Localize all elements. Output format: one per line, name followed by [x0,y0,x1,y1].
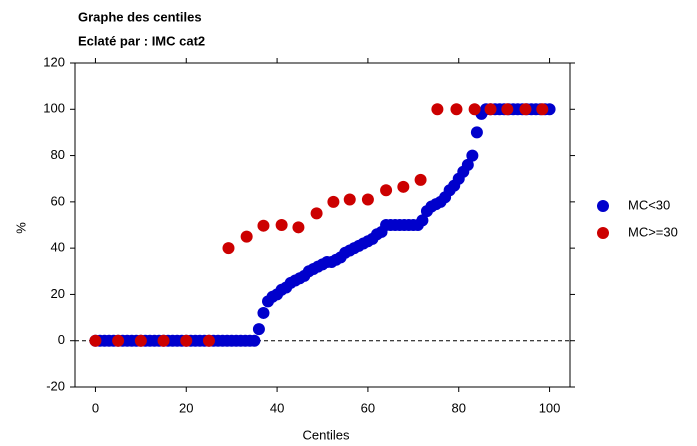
x-tick-label: 20 [179,400,193,415]
x-axis-label: Centiles [303,427,350,442]
point [240,230,253,243]
legend-label: MC>=30 [628,224,678,239]
y-tick-label: 0 [58,332,65,347]
point [257,306,270,319]
point [466,149,479,162]
point [468,103,481,116]
point [257,219,270,232]
y-tick-label: -20 [46,378,65,393]
point [484,103,497,116]
chart-subtitle: Eclaté par : IMC cat2 [78,33,205,48]
point [380,184,393,197]
y-tick-label: 40 [51,240,65,255]
plot-frame [74,62,571,388]
point [327,195,340,208]
point [252,323,265,336]
chart-title: Graphe des centiles [78,9,202,24]
point [112,334,125,347]
point [431,103,444,116]
y-tick-label: 80 [51,147,65,162]
legend-label: MC<30 [628,197,670,212]
point [470,126,483,139]
point [157,334,170,347]
x-tick-label: 100 [539,400,561,415]
point [501,103,514,116]
point [275,219,288,231]
point [536,103,549,116]
point [180,334,193,347]
y-tick-label: 100 [43,101,65,116]
point [89,334,102,347]
y-tick-label: 120 [43,54,65,69]
x-tick-label: 0 [92,400,99,415]
legend-marker [597,227,609,239]
point [310,207,323,220]
y-tick-label: 20 [51,286,65,301]
point [361,193,374,206]
point [450,103,463,116]
y-tick-label: 60 [51,193,65,208]
point [343,193,356,206]
point [248,334,261,347]
point [397,180,410,193]
point [461,158,474,171]
point [134,334,147,347]
x-tick-label: 40 [270,400,284,415]
point [222,242,235,255]
point [519,103,532,116]
x-tick-label: 60 [361,400,375,415]
point [414,173,427,186]
legend-marker [597,200,609,212]
y-axis-label: % [13,222,28,234]
point [416,214,429,227]
x-tick-label: 80 [452,400,466,415]
point [292,221,305,234]
point [202,334,215,347]
